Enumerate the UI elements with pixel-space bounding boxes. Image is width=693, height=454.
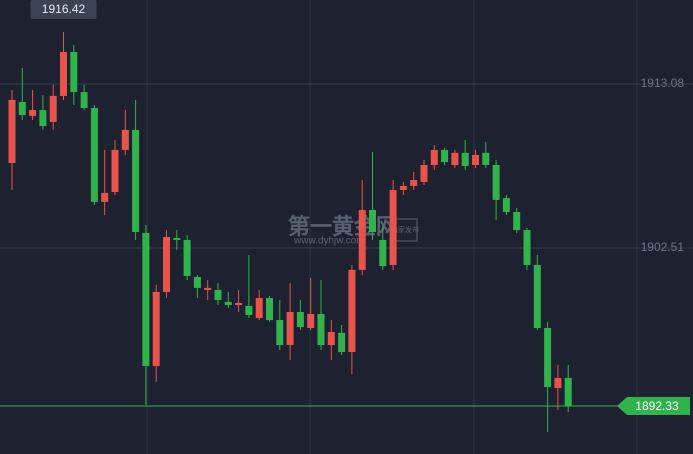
candle-body [49, 95, 57, 122]
last-price-label: 1892.33 [635, 399, 679, 413]
candle-body [224, 301, 232, 305]
watermark-url: www.dyhjw.com [293, 236, 365, 247]
candle-body [152, 291, 160, 366]
candle-body [142, 232, 150, 366]
candle-body [482, 152, 490, 165]
candle-body [420, 164, 428, 182]
candle-body [502, 198, 510, 213]
candle-body [80, 92, 88, 109]
candle-body [410, 180, 418, 186]
candle-body [554, 377, 562, 389]
candle-body [101, 192, 109, 202]
candle-body [8, 99, 16, 163]
candle-body [296, 311, 304, 328]
candle-body [461, 152, 469, 166]
candle-body [358, 210, 366, 270]
candle-body [183, 239, 191, 276]
candle-body [564, 377, 572, 407]
candle-body [214, 289, 222, 301]
candle-body [492, 164, 500, 200]
candle-body [163, 237, 170, 292]
watermark-text: 第一黄金网 [288, 214, 398, 239]
candle-body [317, 313, 325, 346]
candle-body [193, 277, 201, 288]
max-label: 1916.42 [42, 2, 86, 16]
candle-body [523, 230, 531, 265]
candle-body [307, 313, 315, 328]
candle-body [389, 189, 397, 265]
candle-body [544, 327, 552, 387]
candle-body [39, 110, 47, 127]
candle-body [90, 108, 98, 202]
candle-body [255, 298, 263, 319]
candle-body [70, 51, 78, 93]
candle-body [266, 298, 273, 321]
candle-body [451, 152, 459, 165]
candle-body [441, 149, 449, 163]
candle-body [111, 149, 119, 192]
candle-body [235, 302, 243, 305]
watermark-tag: 独家发布 [391, 225, 419, 234]
candle-body [327, 332, 335, 346]
candle-body [379, 239, 387, 267]
candle-body [173, 237, 181, 240]
candle-body [286, 311, 294, 346]
max-label-box [30, 0, 97, 19]
candle-body [18, 101, 26, 116]
candle-body [348, 269, 356, 353]
candle-body [276, 320, 284, 346]
candle-body [533, 264, 541, 328]
candle-body [245, 305, 253, 315]
candle-body [60, 51, 67, 96]
candle-body [513, 212, 521, 231]
candle-body [204, 287, 212, 290]
candle-body [430, 149, 438, 165]
last-price-box [617, 397, 690, 416]
candle-body [472, 154, 479, 165]
y-tick-label: 1902.51 [641, 240, 685, 254]
candle-body [399, 185, 407, 190]
candle-body [132, 129, 140, 233]
candle-body [369, 210, 376, 233]
candle-body [121, 129, 129, 150]
candle-body [338, 332, 346, 353]
y-tick-label: 1913.08 [641, 76, 685, 90]
candle-body [29, 110, 37, 116]
